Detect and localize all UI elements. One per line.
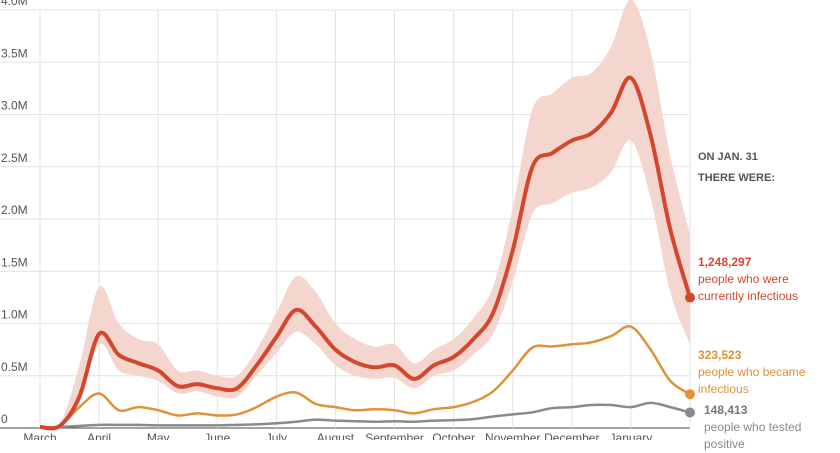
y-tick-label: 1.5M [1,255,28,269]
y-tick-label: 3.0M [1,99,28,113]
x-tick-label: November [485,431,540,440]
x-tick-label: January [610,431,653,440]
y-tick-label: 1.0M [1,308,28,322]
annotation: ON JAN. 31 THERE WERE: [698,147,775,189]
end-dot [685,389,695,400]
annotation-line: THERE WERE: [698,172,775,184]
end-dot [685,407,695,418]
y-tick-label: 4.0M [1,0,28,8]
legend-label: people who were currently infectious [698,272,799,303]
series-line [39,401,691,429]
y-tick-label: 2.5M [1,151,28,165]
y-tick-label: 3.5M [1,46,28,60]
annotation-line: ON JAN. 31 [698,151,758,163]
x-tick-label: June [204,431,230,440]
confidence-band [40,0,690,429]
x-tick-label: April [87,431,111,440]
x-tick-label: September [365,431,424,440]
series-line [39,75,692,431]
y-tick-label: 0 [1,412,8,426]
chart: 0 0.5M 1.0M 1.5M 2.0M 2.5M 3.0M 3.5M 4.0M March Ap… [0,0,695,440]
end-dot [685,292,695,303]
x-tick-label: October [432,431,475,440]
value-label: 323,523 [698,348,742,362]
series-line [39,325,691,429]
x-tick-label: December [544,431,599,440]
x-tick-label: May [147,431,170,440]
legend-label: people who became infectious [698,365,806,396]
end-label: 1,248,297 people who were currently infe… [698,254,833,305]
x-tick-label: March [23,431,56,440]
x-tick-label: July [266,431,287,440]
y-tick-label: 2.0M [1,203,28,217]
end-label: 323,523 people who became infectious [698,347,818,398]
value-label: 148,413 [704,403,748,417]
y-tick-label: 0.5M [1,360,28,374]
value-label: 1,248,297 [698,255,752,269]
end-label: 148,413 people who tested positive [704,402,824,453]
legend-label: people who tested positive [704,420,802,451]
x-tick-label: August [317,431,355,440]
